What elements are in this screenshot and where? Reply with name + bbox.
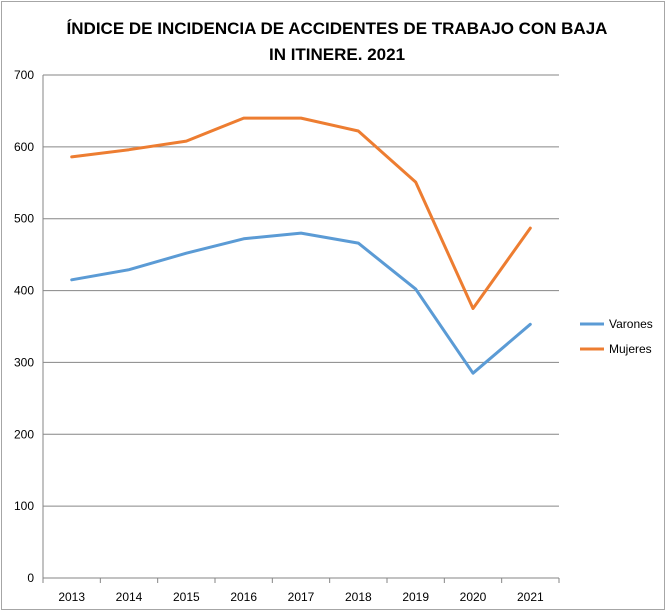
y-tick-label: 400 <box>14 284 34 298</box>
legend-label-mujeres: Mujeres <box>609 342 652 356</box>
y-tick-label: 200 <box>14 427 34 441</box>
x-tick-label: 2014 <box>116 590 143 604</box>
legend-label-varones: Varones <box>609 317 653 331</box>
y-tick-label: 500 <box>14 212 34 226</box>
y-tick-label: 0 <box>27 571 34 585</box>
x-tick-label: 2018 <box>345 590 372 604</box>
y-tick-label: 100 <box>14 499 34 513</box>
x-tick-label: 2016 <box>230 590 257 604</box>
x-tick-label: 2019 <box>402 590 429 604</box>
x-tick-label: 2021 <box>517 590 544 604</box>
x-tick-label: 2015 <box>173 590 200 604</box>
chart-title: ÍNDICE DE INCIDENCIA DE ACCIDENTES DE TR… <box>66 19 608 64</box>
x-tick-label: 2017 <box>288 590 315 604</box>
y-tick-label: 300 <box>14 355 34 369</box>
x-tick-label: 2013 <box>58 590 85 604</box>
series-line-mujeres <box>70 116 532 310</box>
y-tick-label: 700 <box>14 68 34 82</box>
series-line-varones <box>70 231 532 375</box>
y-tick-label: 600 <box>14 140 34 154</box>
x-tick-label: 2020 <box>460 590 487 604</box>
